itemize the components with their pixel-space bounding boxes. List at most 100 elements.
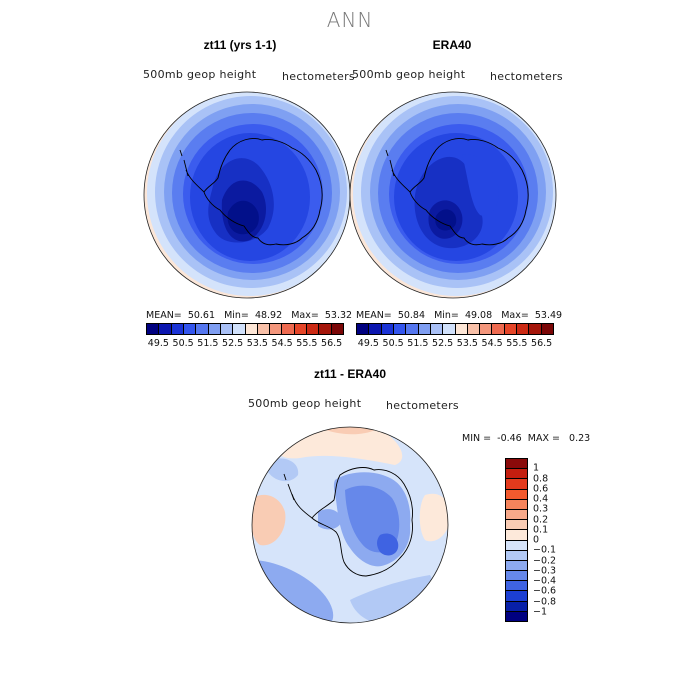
colorbar-swatch bbox=[331, 324, 343, 334]
colorbar-tick-label: 0.1 bbox=[533, 524, 549, 536]
colorbar-swatch bbox=[443, 324, 456, 334]
colorbar-swatch bbox=[506, 550, 527, 561]
colorbar-swatch bbox=[220, 324, 234, 334]
panel-1-max-label: Max= bbox=[291, 310, 319, 321]
colorbar-swatch bbox=[357, 324, 370, 334]
colorbar-swatch bbox=[319, 324, 332, 334]
colorbar-swatch bbox=[233, 324, 246, 334]
colorbar-swatch bbox=[506, 530, 527, 541]
panel-3-max-label: MAX = bbox=[527, 433, 560, 444]
panel-1-stats: MEAN= 50.61 Min= 48.92 Max= 53.32 bbox=[146, 310, 352, 321]
colorbar-tick-label: 0.4 bbox=[533, 493, 549, 505]
colorbar-swatch bbox=[529, 324, 542, 334]
colorbar-swatch bbox=[430, 324, 444, 334]
colorbar-tick-label: 51.5 bbox=[197, 338, 219, 349]
panel-1-title: zt11 (yrs 1-1) bbox=[203, 38, 277, 52]
panel-3-max: 0.23 bbox=[569, 433, 591, 444]
colorbar-swatch bbox=[381, 324, 394, 334]
colorbar-tick-label: 50.5 bbox=[172, 338, 194, 349]
colorbar-swatch bbox=[506, 591, 527, 602]
colorbar-swatch bbox=[506, 581, 527, 592]
panel-2-min: 49.08 bbox=[464, 310, 493, 321]
colorbar-tick-label: 55.5 bbox=[506, 338, 528, 349]
panel-3-stats: MIN = -0.46 MAX = 0.23 bbox=[462, 433, 590, 444]
colorbar-swatch bbox=[506, 611, 527, 621]
colorbar-tick-label: −0.8 bbox=[533, 596, 557, 607]
colorbar-tick-label: −0.2 bbox=[533, 555, 557, 566]
colorbar-tick-label: 53.5 bbox=[246, 338, 268, 349]
colorbar-tick-label: 1 bbox=[533, 462, 540, 474]
panel-2-max: 53.49 bbox=[534, 310, 563, 321]
panel-3-map bbox=[252, 427, 448, 623]
panel-3-colorbar bbox=[505, 458, 528, 622]
colorbar-swatch bbox=[506, 499, 527, 510]
colorbar-tick-label: 54.5 bbox=[271, 338, 293, 349]
colorbar-swatch bbox=[541, 324, 553, 334]
panel-3-min: -0.46 bbox=[497, 433, 522, 444]
colorbar-swatch bbox=[245, 324, 258, 334]
colorbar-tick-label: 0.3 bbox=[533, 503, 549, 515]
colorbar-swatch bbox=[171, 324, 184, 334]
colorbar-swatch bbox=[183, 324, 197, 334]
colorbar-tick-label: 50.5 bbox=[382, 338, 404, 349]
colorbar-swatch bbox=[506, 489, 527, 500]
colorbar-tick-label: 49.5 bbox=[147, 338, 169, 349]
panel-1-mean-label: MEAN= bbox=[146, 310, 182, 321]
colorbar-tick-label: 56.5 bbox=[531, 338, 553, 349]
panel-3-variable: 500mb geop height bbox=[248, 397, 362, 410]
panel-3-title: zt11 - ERA40 bbox=[313, 367, 387, 381]
panel-2-stats: MEAN= 50.84 Min= 49.08 Max= 53.49 bbox=[356, 310, 562, 321]
figure-title: ANN bbox=[326, 8, 374, 32]
panel-1-max: 53.32 bbox=[324, 310, 353, 321]
colorbar-tick-label: 55.5 bbox=[296, 338, 318, 349]
colorbar-tick-label: 53.5 bbox=[456, 338, 478, 349]
panel-1-mean: 50.61 bbox=[187, 310, 216, 321]
colorbar-swatch bbox=[506, 601, 527, 612]
colorbar-swatch bbox=[159, 324, 172, 334]
panel-1-variable: 500mb geop height bbox=[143, 68, 257, 81]
colorbar-swatch bbox=[418, 324, 431, 334]
panel-3-min-label: MIN = bbox=[462, 433, 492, 444]
colorbar-swatch bbox=[506, 469, 527, 480]
panel-1-map bbox=[144, 92, 350, 298]
colorbar-tick-label: 52.5 bbox=[432, 338, 454, 349]
panel-2-units: hectometers bbox=[490, 70, 563, 83]
colorbar-swatch bbox=[480, 324, 493, 334]
colorbar-swatch bbox=[294, 324, 308, 334]
colorbar-swatch bbox=[517, 324, 530, 334]
panel-1-min-label: Min= bbox=[224, 310, 249, 321]
colorbar-swatch bbox=[307, 324, 320, 334]
panel-2-colorbar bbox=[356, 323, 554, 335]
colorbar-swatch bbox=[467, 324, 481, 334]
colorbar-tick-label: −0.1 bbox=[533, 544, 557, 556]
colorbar-tick-label: 0.6 bbox=[533, 483, 549, 495]
panel-2-title: ERA40 bbox=[432, 38, 472, 52]
panel-1-colorbar bbox=[146, 323, 344, 335]
panel-2-variable: 500mb geop height bbox=[352, 68, 466, 81]
panel-3-units: hectometers bbox=[386, 399, 459, 412]
colorbar-swatch bbox=[257, 324, 271, 334]
colorbar-swatch bbox=[506, 540, 527, 551]
panel-2-max-label: Max= bbox=[501, 310, 529, 321]
colorbar-tick-label: 51.5 bbox=[407, 338, 429, 349]
colorbar-swatch bbox=[506, 509, 527, 521]
colorbar-swatch bbox=[506, 520, 527, 531]
panel-1-min: 48.92 bbox=[254, 310, 283, 321]
colorbar-swatch bbox=[506, 571, 527, 582]
colorbar-swatch bbox=[455, 324, 468, 334]
colorbar-tick-label: 0 bbox=[533, 534, 540, 546]
colorbar-swatch bbox=[506, 459, 527, 470]
colorbar-tick-label: −0.6 bbox=[533, 585, 557, 597]
colorbar-tick-label: −1 bbox=[533, 606, 548, 618]
colorbar-swatch bbox=[282, 324, 295, 334]
colorbar-tick-label: −0.4 bbox=[533, 575, 557, 587]
colorbar-swatch bbox=[196, 324, 209, 334]
colorbar-tick-label: 0.8 bbox=[533, 473, 549, 484]
colorbar-swatch bbox=[492, 324, 505, 334]
colorbar-swatch bbox=[393, 324, 407, 334]
colorbar-tick-label: 49.5 bbox=[357, 338, 379, 349]
colorbar-tick-label: 56.5 bbox=[321, 338, 343, 349]
colorbar-tick-label: 54.5 bbox=[481, 338, 503, 349]
colorbar-tick-label: 0.2 bbox=[533, 514, 549, 525]
